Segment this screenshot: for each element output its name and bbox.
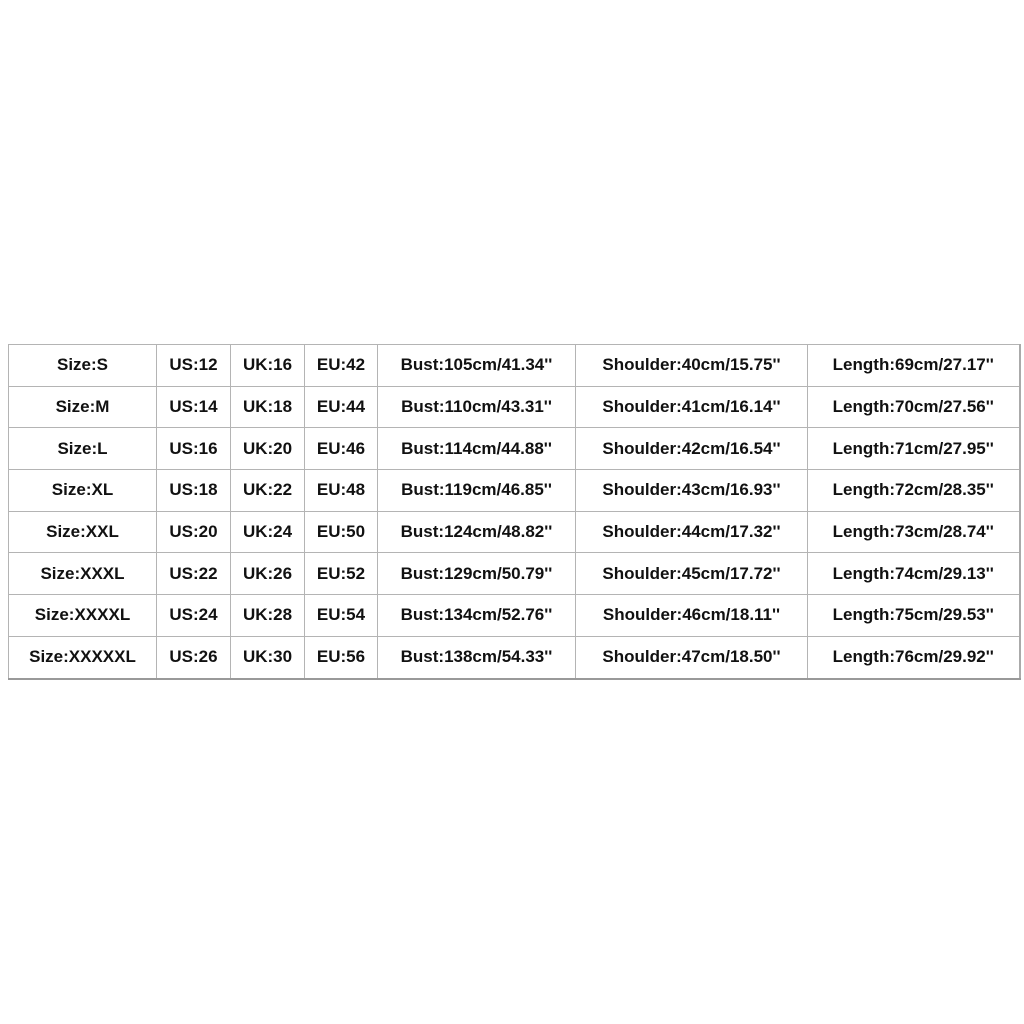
us-size-cell: US:14 xyxy=(156,385,231,429)
eu-size-cell: EU:50 xyxy=(304,510,378,554)
size-cell: Size:XXXL xyxy=(8,552,157,596)
table-row: Size:S US:12 UK:16 EU:42 Bust:105cm/41.34'' S… xyxy=(8,344,1021,387)
us-size-cell: US:22 xyxy=(156,552,231,596)
uk-size-cell: UK:30 xyxy=(230,635,305,680)
uk-size-cell: UK:18 xyxy=(230,385,305,429)
shoulder-cell: Shoulder:45cm/17.72'' xyxy=(575,552,808,596)
us-size-cell: US:18 xyxy=(156,469,231,512)
table-row: Size:XXXXXL US:26 UK:30 EU:56 Bust:138cm/54.… xyxy=(8,635,1021,680)
bust-cell: Bust:114cm/44.88'' xyxy=(377,427,576,471)
length-cell: Length:76cm/29.92'' xyxy=(807,635,1021,680)
us-size-cell: US:26 xyxy=(156,635,231,680)
uk-size-cell: UK:16 xyxy=(230,344,305,387)
size-cell: Size:L xyxy=(8,427,157,471)
shoulder-cell: Shoulder:43cm/16.93'' xyxy=(575,469,808,512)
bust-cell: Bust:119cm/46.85'' xyxy=(377,469,576,512)
bust-cell: Bust:138cm/54.33'' xyxy=(377,635,576,680)
uk-size-cell: UK:22 xyxy=(230,469,305,512)
length-cell: Length:72cm/28.35'' xyxy=(807,469,1021,512)
length-cell: Length:73cm/28.74'' xyxy=(807,510,1021,554)
eu-size-cell: EU:54 xyxy=(304,594,378,637)
eu-size-cell: EU:52 xyxy=(304,552,378,596)
uk-size-cell: UK:26 xyxy=(230,552,305,596)
uk-size-cell: UK:20 xyxy=(230,427,305,471)
shoulder-cell: Shoulder:41cm/16.14'' xyxy=(575,385,808,429)
size-cell: Size:XXXXL xyxy=(8,594,157,637)
bust-cell: Bust:124cm/48.82'' xyxy=(377,510,576,554)
bust-cell: Bust:110cm/43.31'' xyxy=(377,385,576,429)
eu-size-cell: EU:48 xyxy=(304,469,378,512)
size-cell: Size:XL xyxy=(8,469,157,512)
size-cell: Size:XXXXXL xyxy=(8,635,157,680)
table-row: Size:XL US:18 UK:22 EU:48 Bust:119cm/46.85''… xyxy=(8,469,1021,512)
table-row: Size:XXXXL US:24 UK:28 EU:54 Bust:134cm/52.7… xyxy=(8,594,1021,637)
length-cell: Length:71cm/27.95'' xyxy=(807,427,1021,471)
us-size-cell: US:24 xyxy=(156,594,231,637)
eu-size-cell: EU:44 xyxy=(304,385,378,429)
shoulder-cell: Shoulder:47cm/18.50'' xyxy=(575,635,808,680)
shoulder-cell: Shoulder:42cm/16.54'' xyxy=(575,427,808,471)
bust-cell: Bust:134cm/52.76'' xyxy=(377,594,576,637)
size-cell: Size:XXL xyxy=(8,510,157,554)
us-size-cell: US:20 xyxy=(156,510,231,554)
uk-size-cell: UK:24 xyxy=(230,510,305,554)
eu-size-cell: EU:56 xyxy=(304,635,378,680)
size-cell: Size:S xyxy=(8,344,157,387)
us-size-cell: US:16 xyxy=(156,427,231,471)
table-row: Size:XXL US:20 UK:24 EU:50 Bust:124cm/48.82'… xyxy=(8,510,1021,554)
table-row: Size:M US:14 UK:18 EU:44 Bust:110cm/43.31'' S… xyxy=(8,385,1021,429)
length-cell: Length:69cm/27.17'' xyxy=(807,344,1021,387)
bust-cell: Bust:129cm/50.79'' xyxy=(377,552,576,596)
length-cell: Length:70cm/27.56'' xyxy=(807,385,1021,429)
size-chart-table: Size:S US:12 UK:16 EU:42 Bust:105cm/41.34'' S… xyxy=(8,344,1021,680)
table-row: Size:XXXL US:22 UK:26 EU:52 Bust:129cm/50.79… xyxy=(8,552,1021,596)
shoulder-cell: Shoulder:44cm/17.32'' xyxy=(575,510,808,554)
table-row: Size:L US:16 UK:20 EU:46 Bust:114cm/44.88'' S… xyxy=(8,427,1021,471)
eu-size-cell: EU:46 xyxy=(304,427,378,471)
size-chart-body: Size:S US:12 UK:16 EU:42 Bust:105cm/41.34'' S… xyxy=(8,344,1021,680)
eu-size-cell: EU:42 xyxy=(304,344,378,387)
length-cell: Length:75cm/29.53'' xyxy=(807,594,1021,637)
shoulder-cell: Shoulder:40cm/15.75'' xyxy=(575,344,808,387)
uk-size-cell: UK:28 xyxy=(230,594,305,637)
length-cell: Length:74cm/29.13'' xyxy=(807,552,1021,596)
bust-cell: Bust:105cm/41.34'' xyxy=(377,344,576,387)
us-size-cell: US:12 xyxy=(156,344,231,387)
size-cell: Size:M xyxy=(8,385,157,429)
shoulder-cell: Shoulder:46cm/18.11'' xyxy=(575,594,808,637)
